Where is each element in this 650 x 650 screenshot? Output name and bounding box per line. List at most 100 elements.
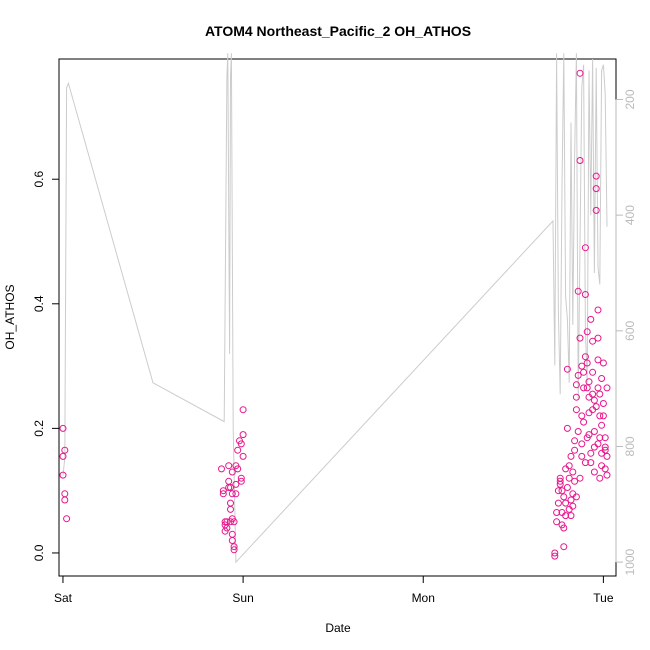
pressure-line	[62, 53, 608, 564]
data-point	[594, 306, 602, 314]
data-point	[567, 496, 575, 504]
data-point	[560, 493, 568, 501]
data-point	[572, 406, 580, 414]
data-point	[227, 484, 234, 491]
data-point	[554, 499, 562, 507]
data-point	[567, 512, 575, 520]
data-point	[580, 368, 588, 376]
data-point	[576, 474, 584, 482]
y2-tick-label: 600	[623, 320, 637, 340]
data-point	[599, 412, 607, 420]
data-point	[563, 365, 571, 373]
data-point	[603, 384, 611, 392]
data-point	[589, 337, 597, 345]
data-point	[587, 315, 595, 323]
data-point	[230, 543, 238, 551]
data-point	[578, 412, 586, 420]
data-point	[228, 530, 236, 538]
y2-tick-label: 200	[623, 89, 637, 109]
data-point	[590, 396, 598, 404]
x-axis: Sat Sun Mon Tue	[54, 575, 614, 605]
data-point	[237, 440, 245, 448]
data-point	[59, 452, 67, 460]
data-point	[565, 505, 573, 513]
data-point	[599, 400, 607, 407]
data-point	[594, 440, 602, 448]
data-point	[594, 334, 602, 342]
y-axis-label: OH_ATHOS	[3, 284, 17, 349]
data-point	[61, 490, 69, 498]
data-point	[571, 437, 579, 445]
data-point	[560, 524, 568, 532]
data-point	[598, 375, 606, 382]
data-point	[565, 474, 573, 482]
data-point	[237, 474, 245, 482]
data-point	[565, 462, 573, 470]
y-tick-label: 0.2	[32, 420, 46, 437]
data-point	[580, 384, 588, 392]
data-point	[590, 468, 598, 476]
data-point	[553, 518, 561, 526]
data-point	[601, 446, 609, 454]
y2-tick-label: 1000	[623, 548, 637, 575]
data-point	[594, 356, 602, 364]
data-point	[227, 505, 234, 513]
points-layer	[59, 69, 611, 560]
data-point	[569, 468, 577, 476]
y-tick-label: 0.6	[32, 171, 46, 188]
data-point	[596, 434, 604, 442]
data-point	[599, 359, 607, 367]
data-point	[583, 328, 591, 336]
data-point	[551, 549, 559, 557]
data-point	[578, 362, 586, 370]
data-point	[574, 287, 582, 295]
data-point	[576, 334, 584, 342]
data-point	[585, 409, 593, 417]
data-point	[594, 384, 602, 392]
data-point	[589, 368, 597, 376]
data-point	[219, 487, 227, 495]
y2-axis: 200 400 600 800 1000	[615, 89, 637, 575]
data-point	[228, 537, 236, 544]
data-point	[556, 474, 564, 482]
data-point	[571, 446, 579, 454]
data-point	[239, 452, 247, 460]
data-point	[574, 428, 582, 435]
data-point	[232, 490, 240, 498]
data-point	[562, 512, 570, 520]
data-point	[59, 471, 67, 479]
data-point	[563, 484, 571, 491]
data-point	[556, 477, 564, 485]
data-point	[592, 172, 600, 180]
data-point	[228, 490, 236, 498]
data-point	[598, 462, 606, 470]
data-point	[581, 244, 589, 252]
data-point	[562, 499, 570, 507]
data-point	[583, 384, 591, 392]
data-point	[576, 157, 584, 164]
data-point	[572, 393, 580, 401]
data-point	[227, 499, 234, 507]
data-point	[603, 471, 611, 479]
data-point	[554, 487, 562, 495]
chart-title: ATOM4 Northeast_Pacific_2 OH_ATHOS	[205, 23, 471, 39]
data-point	[583, 359, 591, 367]
data-point	[558, 487, 566, 495]
data-point	[234, 446, 242, 454]
data-point	[581, 291, 589, 298]
data-point	[592, 206, 600, 214]
data-point	[61, 446, 69, 454]
data-point	[572, 493, 580, 501]
data-point	[590, 428, 598, 435]
data-point	[563, 424, 571, 432]
data-point	[592, 185, 600, 193]
data-point	[228, 468, 236, 476]
data-point	[592, 403, 600, 411]
plot-area	[58, 58, 617, 577]
data-point	[596, 390, 604, 398]
data-point	[569, 502, 577, 510]
data-point	[581, 353, 589, 361]
data-point	[574, 371, 582, 379]
x-tick-label: Tue	[593, 591, 614, 605]
